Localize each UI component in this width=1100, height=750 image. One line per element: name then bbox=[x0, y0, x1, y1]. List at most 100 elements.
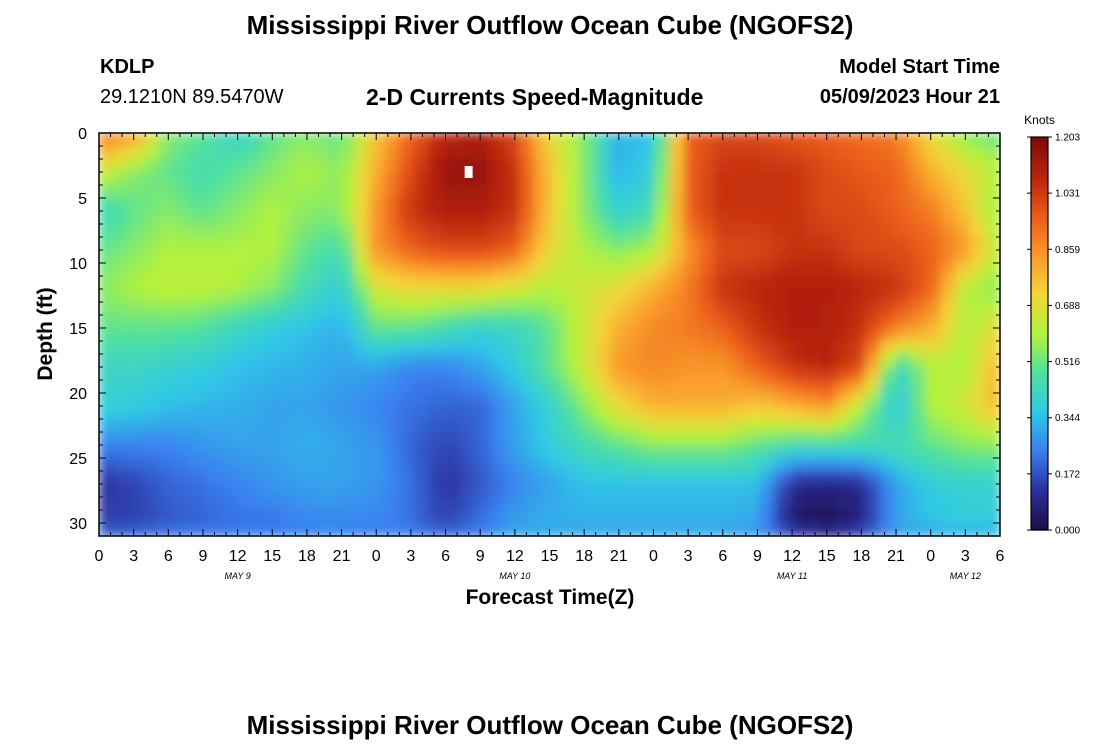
heatmap-cell bbox=[189, 484, 205, 498]
heatmap-cell bbox=[459, 276, 476, 290]
colorbar-swatch bbox=[1031, 330, 1048, 335]
heatmap-cell bbox=[714, 146, 731, 160]
colorbar-swatch bbox=[1031, 150, 1048, 154]
heatmap-cell bbox=[549, 484, 566, 498]
heatmap-cell bbox=[144, 250, 160, 264]
heatmap-cell bbox=[129, 419, 145, 433]
heatmap-cell bbox=[594, 380, 611, 394]
heatmap-cell bbox=[804, 458, 821, 472]
heatmap-cell bbox=[939, 315, 956, 329]
heatmap-cell bbox=[744, 419, 761, 433]
heatmap-cell bbox=[699, 289, 716, 303]
heatmap-cell bbox=[549, 523, 566, 536]
heatmap-cell bbox=[894, 419, 911, 433]
heatmap-cell bbox=[924, 406, 941, 420]
heatmap-cell bbox=[339, 315, 356, 329]
heatmap-cell bbox=[789, 302, 806, 316]
heatmap-cell bbox=[624, 289, 641, 303]
heatmap-cell bbox=[204, 302, 220, 316]
heatmap-cell bbox=[714, 185, 731, 199]
heatmap-cell bbox=[624, 419, 641, 433]
heatmap-cell bbox=[369, 328, 386, 342]
heatmap-cell bbox=[99, 380, 115, 394]
heatmap-cell bbox=[894, 315, 911, 329]
heatmap-cell bbox=[834, 419, 851, 433]
heatmap-cell bbox=[414, 523, 431, 536]
heatmap-cell bbox=[309, 523, 326, 536]
heatmap-cell bbox=[669, 367, 686, 381]
heatmap-cell bbox=[519, 185, 536, 199]
heatmap-cell bbox=[924, 224, 941, 238]
heatmap-cell bbox=[834, 250, 851, 264]
heatmap-cell bbox=[234, 380, 250, 394]
heatmap-cell bbox=[534, 237, 551, 251]
heatmap-cell bbox=[189, 237, 205, 251]
x-tick-label: 18 bbox=[575, 548, 593, 565]
heatmap-cell bbox=[309, 146, 326, 160]
heatmap-cell bbox=[264, 406, 280, 420]
heatmap-cell bbox=[309, 432, 326, 446]
heatmap-cell bbox=[489, 289, 506, 303]
heatmap-cell bbox=[144, 458, 160, 472]
heatmap-cell bbox=[204, 211, 220, 225]
colorbar-swatch bbox=[1031, 418, 1048, 423]
heatmap-cell bbox=[339, 224, 356, 238]
heatmap-cell bbox=[639, 237, 656, 251]
heatmap-cell bbox=[324, 354, 341, 368]
heatmap-cell bbox=[924, 315, 941, 329]
heatmap-cell bbox=[669, 510, 686, 524]
colorbar-swatch bbox=[1031, 454, 1048, 459]
heatmap-cell bbox=[579, 367, 596, 381]
heatmap-cell bbox=[459, 315, 476, 329]
heatmap-cell bbox=[774, 458, 791, 472]
heatmap-cell bbox=[969, 419, 986, 433]
colorbar: Knots1.2031.0310.8590.6880.5160.3440.172… bbox=[1024, 113, 1080, 537]
heatmap-cell bbox=[849, 367, 866, 381]
heatmap-cell bbox=[804, 380, 821, 394]
heatmap-cell bbox=[939, 419, 956, 433]
heatmap-cell bbox=[879, 341, 896, 355]
heatmap-cell bbox=[384, 497, 401, 511]
heatmap-cell bbox=[684, 159, 701, 173]
heatmap-cell bbox=[504, 289, 521, 303]
heatmap-cell bbox=[594, 315, 611, 329]
heatmap-cell bbox=[909, 250, 926, 264]
heatmap-cell bbox=[579, 302, 596, 316]
heatmap-cell bbox=[639, 432, 656, 446]
heatmap-cell bbox=[669, 341, 686, 355]
heatmap-cell bbox=[339, 380, 356, 394]
heatmap-cell bbox=[339, 328, 356, 342]
heatmap-cell bbox=[669, 354, 686, 368]
heatmap-cell bbox=[459, 289, 476, 303]
heatmap-cell bbox=[384, 406, 401, 420]
heatmap-cell bbox=[909, 328, 926, 342]
heatmap-cell bbox=[864, 523, 881, 536]
heatmap-cell bbox=[564, 250, 581, 264]
heatmap-cell bbox=[399, 315, 416, 329]
heatmap-cell bbox=[744, 471, 761, 485]
heatmap-cell bbox=[294, 302, 311, 316]
heatmap-cell bbox=[474, 354, 491, 368]
heatmap-cell bbox=[159, 471, 175, 485]
colorbar-swatch bbox=[1031, 408, 1048, 413]
heatmap-cell bbox=[459, 523, 476, 536]
heatmap-cell bbox=[564, 263, 581, 277]
heatmap-cell bbox=[564, 172, 581, 186]
heatmap-cell bbox=[939, 146, 956, 160]
heatmap-cell bbox=[189, 276, 205, 290]
heatmap-cell bbox=[759, 302, 776, 316]
colorbar-swatch bbox=[1031, 182, 1048, 187]
heatmap-cell bbox=[654, 406, 671, 420]
colorbar-swatch bbox=[1031, 186, 1048, 191]
heatmap-cell bbox=[489, 211, 506, 225]
heatmap-cell bbox=[684, 133, 701, 147]
heatmap-cell bbox=[519, 380, 536, 394]
heatmap-cell bbox=[639, 354, 656, 368]
heatmap-cell bbox=[564, 276, 581, 290]
heatmap-cell bbox=[399, 185, 416, 199]
heatmap-cell bbox=[759, 172, 776, 186]
heatmap-cell bbox=[729, 367, 746, 381]
heatmap-cell bbox=[669, 276, 686, 290]
heatmap-cell bbox=[399, 445, 416, 459]
heatmap-cell bbox=[759, 445, 776, 459]
